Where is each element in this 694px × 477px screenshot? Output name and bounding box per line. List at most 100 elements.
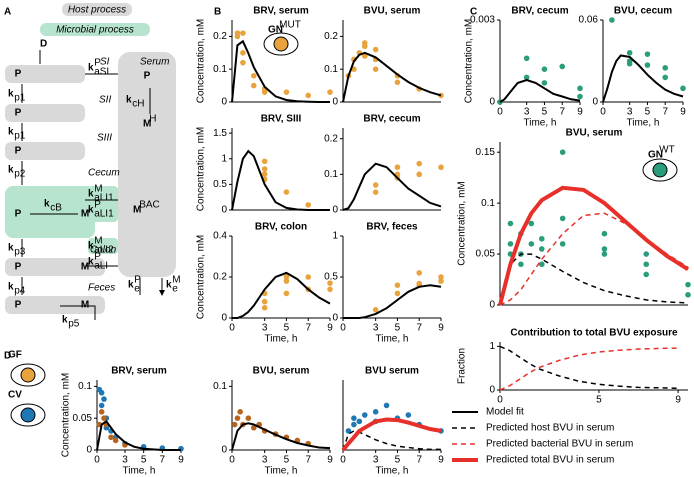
- data-point: [601, 230, 608, 237]
- x-tick-label: 9: [327, 455, 333, 466]
- chart-title: BRV, SIII: [261, 114, 302, 125]
- model-line: [499, 347, 679, 391]
- data-point: [416, 160, 423, 167]
- y-axis-label: Concentration, mM: [196, 19, 207, 103]
- data-point: [361, 40, 368, 46]
- data-point: [438, 278, 444, 284]
- data-point: [245, 415, 252, 421]
- y-tick-label: 0.05: [476, 249, 496, 260]
- rate-label-sub: p3: [14, 247, 26, 258]
- diagram-label: SIII: [97, 133, 112, 144]
- data-point: [394, 79, 401, 86]
- data-point: [305, 274, 312, 280]
- diagram-label: Cecum: [88, 168, 120, 179]
- legend-text: Host process: [68, 5, 126, 16]
- diagram-shapes: [5, 3, 176, 320]
- model-line: [96, 420, 181, 451]
- panel-letter: C: [470, 7, 477, 18]
- x-tick-label: 5: [645, 107, 651, 118]
- diagram-label: SII: [99, 95, 111, 106]
- node-label: P: [15, 262, 22, 273]
- rate-label-sub: aLI1: [94, 193, 114, 204]
- y-tick-label: 0.15: [476, 147, 496, 158]
- diagram-label: Feces: [88, 283, 115, 294]
- data-point: [305, 202, 312, 208]
- data-point: [685, 281, 691, 288]
- model-line: [499, 212, 689, 306]
- chart-title: BRV, cecum: [363, 114, 420, 125]
- rate-label-sub: cH: [132, 99, 144, 110]
- y-tick-label: 0.1: [324, 64, 338, 75]
- rate-label-sub: aSI: [94, 67, 109, 78]
- data-point: [112, 437, 119, 444]
- x-tick-label: 5: [596, 395, 602, 406]
- rate-label-sub: e: [172, 284, 178, 295]
- data-point: [541, 66, 548, 72]
- data-point: [240, 59, 246, 66]
- node-label: P: [15, 300, 22, 311]
- legend-label: Model fit: [486, 407, 524, 418]
- x-tick-label: 9: [438, 455, 444, 466]
- data-point: [559, 63, 566, 70]
- data-point: [538, 261, 545, 268]
- x-axis-label: Time, h: [265, 334, 298, 345]
- data-point: [231, 421, 238, 428]
- rate-label: k: [126, 95, 132, 106]
- data-point: [234, 415, 241, 421]
- x-tick-label: 7: [662, 107, 668, 118]
- data-point: [351, 421, 357, 428]
- data-point: [507, 220, 514, 227]
- data-point: [327, 286, 333, 293]
- data-point: [507, 241, 514, 247]
- data-point: [601, 251, 608, 257]
- y-axis-label: Concentration, mM: [196, 235, 207, 319]
- data-point: [101, 415, 107, 421]
- data-point: [261, 171, 268, 177]
- data-point: [356, 418, 363, 425]
- chart-title: BVU, serum: [364, 6, 421, 17]
- node-label: M: [81, 300, 89, 311]
- rate-label: k: [166, 280, 172, 291]
- x-tick-label: 0: [497, 395, 503, 406]
- x-axis-label: Time, h: [524, 118, 557, 129]
- mouse-icons: [10, 32, 678, 427]
- data-point: [305, 92, 312, 99]
- x-tick-label: 3: [627, 107, 633, 118]
- data-point: [234, 30, 241, 36]
- chart-title: BRV, cecum: [511, 6, 568, 17]
- data-point: [528, 241, 535, 247]
- y-tick-label: 0: [86, 445, 92, 456]
- data-point: [108, 434, 114, 441]
- chart-title: BVU, cecum: [614, 6, 672, 17]
- rate-label: k: [8, 127, 14, 138]
- data-point: [538, 235, 545, 242]
- data-point: [261, 298, 268, 305]
- panel-letter: B: [214, 7, 221, 18]
- y-tick-label: 1: [221, 153, 227, 164]
- model-line: [499, 79, 581, 103]
- rate-label: M: [133, 205, 141, 216]
- diagram-label: Colon: [90, 245, 117, 256]
- diagram-label: Serum: [140, 57, 169, 68]
- data-point: [372, 307, 379, 313]
- x-tick-label: 9: [178, 455, 184, 466]
- x-axis-label: Time, h: [265, 466, 298, 477]
- y-tick-label: 0.1: [481, 198, 495, 209]
- x-tick-label: 3: [262, 323, 268, 334]
- y-axis-label: Concentration, mM: [61, 373, 72, 457]
- legend-label: Predicted total BVU in serum: [486, 455, 614, 466]
- y-tick-label: 0.2: [324, 133, 338, 144]
- rate-label-sub: e: [134, 284, 140, 295]
- data-point: [662, 65, 669, 71]
- x-axis-label: Time, h: [123, 466, 156, 477]
- rate-label: k: [62, 315, 68, 326]
- x-tick-label: 5: [284, 455, 290, 466]
- x-tick-label: 5: [542, 107, 548, 118]
- y-tick-label: 1: [332, 231, 338, 242]
- y-axis-label: Fraction: [457, 348, 468, 384]
- x-tick-label: 3: [122, 455, 128, 466]
- chart-title: BRV, colon: [255, 222, 307, 233]
- data-point: [577, 93, 583, 100]
- x-tick-label: 5: [141, 455, 147, 466]
